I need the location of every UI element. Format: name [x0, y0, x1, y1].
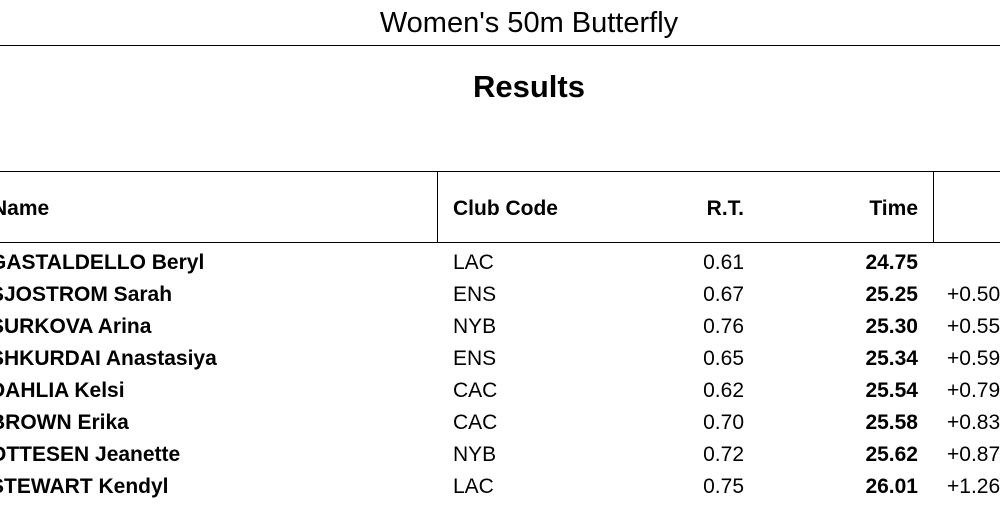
- finish-time: 26.01: [865, 475, 918, 498]
- time-behind: +0.59: [947, 347, 1000, 370]
- table-row: SHKURDAI Anastasiya ENS 0.65 25.34 +0.59: [0, 345, 1000, 377]
- column-header-name: Name: [0, 197, 50, 220]
- time-behind: +0.83: [947, 411, 1000, 434]
- finish-time: 25.25: [865, 283, 918, 306]
- time-behind: +0.79: [947, 379, 1000, 402]
- reaction-time: 0.72: [703, 443, 744, 466]
- finish-time: 24.75: [865, 251, 918, 274]
- athlete-name: DAHLIA Kelsi: [0, 379, 125, 402]
- reaction-time: 0.65: [703, 347, 744, 370]
- column-header-time: Time: [869, 197, 918, 220]
- header-separator: [933, 171, 934, 243]
- title-divider: [0, 45, 1000, 46]
- reaction-time: 0.62: [703, 379, 744, 402]
- table-row: GASTALDELLO Beryl LAC 0.61 24.75: [0, 249, 1000, 281]
- athlete-name: BROWN Erika: [0, 411, 129, 434]
- table-row: BROWN Erika CAC 0.70 25.58 +0.83: [0, 409, 1000, 441]
- time-behind: +0.55: [947, 315, 1000, 338]
- table-row: STEWART Kendyl LAC 0.75 26.01 +1.26: [0, 473, 1000, 505]
- athlete-name: OTTESEN Jeanette: [0, 443, 181, 466]
- header-bottom-rule: [0, 242, 1000, 243]
- column-header-reaction-time: R.T.: [706, 197, 744, 220]
- time-behind: +0.87: [947, 443, 1000, 466]
- reaction-time: 0.76: [703, 315, 744, 338]
- club-code: NYB: [453, 315, 497, 338]
- finish-time: 25.58: [865, 411, 918, 434]
- club-code: ENS: [453, 283, 497, 306]
- finish-time: 25.62: [865, 443, 918, 466]
- club-code: CAC: [453, 411, 498, 434]
- reaction-time: 0.61: [703, 251, 744, 274]
- club-code: CAC: [453, 379, 498, 402]
- results-table: GASTALDELLO Beryl LAC 0.61 24.75 SJOSTRO…: [0, 249, 1000, 505]
- reaction-time: 0.75: [703, 475, 744, 498]
- athlete-name: SURKOVA Arina: [0, 315, 152, 338]
- club-code: ENS: [453, 347, 497, 370]
- athlete-name: SHKURDAI Anastasiya: [0, 347, 217, 370]
- table-row: SJOSTROM Sarah ENS 0.67 25.25 +0.50: [0, 281, 1000, 313]
- table-row: OTTESEN Jeanette NYB 0.72 25.62 +0.87: [0, 441, 1000, 473]
- club-code: LAC: [453, 475, 494, 498]
- table-row: DAHLIA Kelsi CAC 0.62 25.54 +0.79: [0, 377, 1000, 409]
- club-code: LAC: [453, 251, 494, 274]
- section-title: Results: [473, 69, 585, 104]
- club-code: NYB: [453, 443, 497, 466]
- time-behind: +1.26: [947, 475, 1000, 498]
- event-title: Women's 50m Butterfly: [379, 7, 679, 39]
- finish-time: 25.54: [865, 379, 918, 402]
- time-behind: +0.50: [947, 283, 1000, 306]
- athlete-name: SJOSTROM Sarah: [0, 283, 173, 306]
- athlete-name: STEWART Kendyl: [0, 475, 169, 498]
- finish-time: 25.30: [865, 315, 918, 338]
- header-separator: [437, 171, 438, 243]
- reaction-time: 0.70: [703, 411, 744, 434]
- table-row: SURKOVA Arina NYB 0.76 25.30 +0.55: [0, 313, 1000, 345]
- reaction-time: 0.67: [703, 283, 744, 306]
- athlete-name: GASTALDELLO Beryl: [0, 251, 205, 274]
- finish-time: 25.34: [865, 347, 918, 370]
- header-top-rule: [0, 171, 1000, 172]
- column-header-club-code: Club Code: [453, 197, 558, 220]
